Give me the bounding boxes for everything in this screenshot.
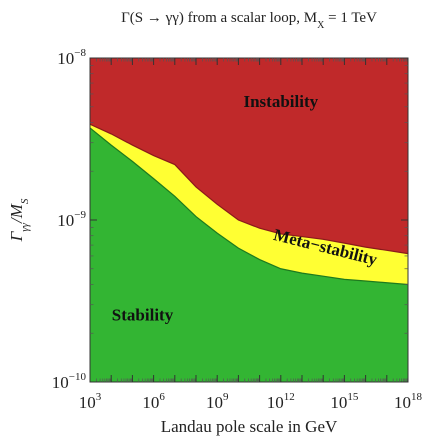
chart-title: Γ(S → γγ) from a scalar loop, MX = 1 TeV <box>121 10 377 31</box>
y-tick-label: 10−8 <box>57 47 86 68</box>
region-label: Stability <box>112 305 174 324</box>
axes: 103 106 109 1012 1015 1018 10−10 10−9 10−8 <box>52 47 423 412</box>
y-axis-label-main: Γ <box>7 230 26 242</box>
x-tick-label: 109 <box>206 391 229 412</box>
region-stability <box>90 127 408 382</box>
y-axis-label: Γγγ/MS <box>7 198 31 242</box>
instability-boundary-line <box>89 123 409 255</box>
x-axis-label: Landau pole scale in GeV <box>161 417 338 436</box>
plot-area <box>89 58 409 383</box>
y-axis-label-sub: γγ <box>19 222 31 231</box>
y-axis-label-sub2: S <box>19 198 31 204</box>
region-label: Instability <box>243 92 318 111</box>
y-tick-label: 10−10 <box>52 371 87 392</box>
y-tick-label: 10−9 <box>57 209 86 230</box>
chart-title-tail: = 1 TeV <box>324 10 377 26</box>
x-tick-label: 103 <box>79 391 102 412</box>
x-tick-label: 1018 <box>394 391 423 412</box>
x-tick-label: 1012 <box>267 391 295 412</box>
x-tick-label: 106 <box>142 391 165 412</box>
chart-title-main: Γ(S → γγ) from a scalar loop, M <box>121 10 317 26</box>
y-axis-label-tail: /M <box>7 203 26 224</box>
chart-title-sub: X <box>317 20 325 31</box>
stability-boundary-line <box>89 127 409 286</box>
x-tick-label: 1015 <box>330 391 359 412</box>
